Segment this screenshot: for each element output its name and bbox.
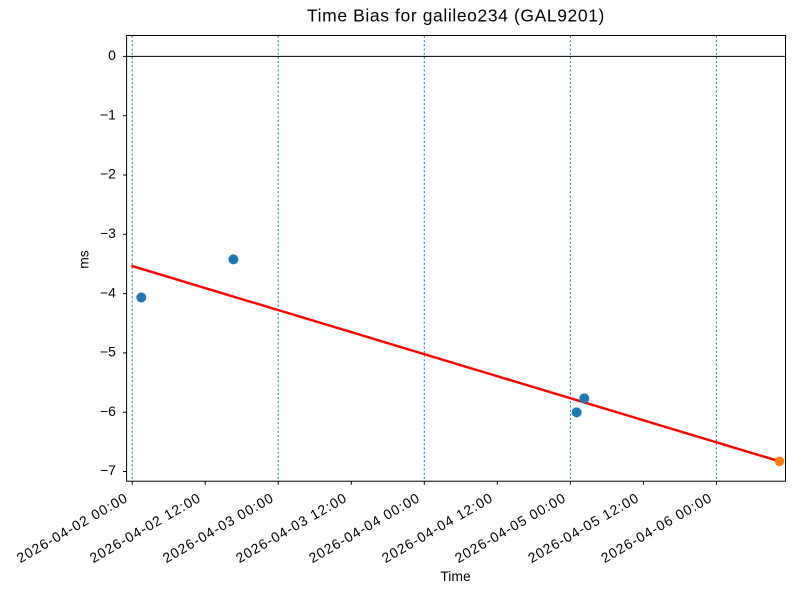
svg-text:−1: −1 (100, 106, 116, 122)
svg-text:0: 0 (108, 47, 116, 63)
svg-text:Time Bias for galileo234 (GAL9: Time Bias for galileo234 (GAL9201) (307, 6, 605, 26)
svg-text:−2: −2 (100, 166, 116, 182)
svg-text:ms: ms (76, 250, 92, 269)
svg-text:Time: Time (440, 568, 471, 584)
svg-text:−4: −4 (100, 284, 116, 300)
svg-text:−7: −7 (100, 462, 116, 478)
svg-text:−5: −5 (100, 344, 116, 360)
svg-text:−6: −6 (100, 403, 116, 419)
svg-text:−3: −3 (100, 225, 116, 241)
